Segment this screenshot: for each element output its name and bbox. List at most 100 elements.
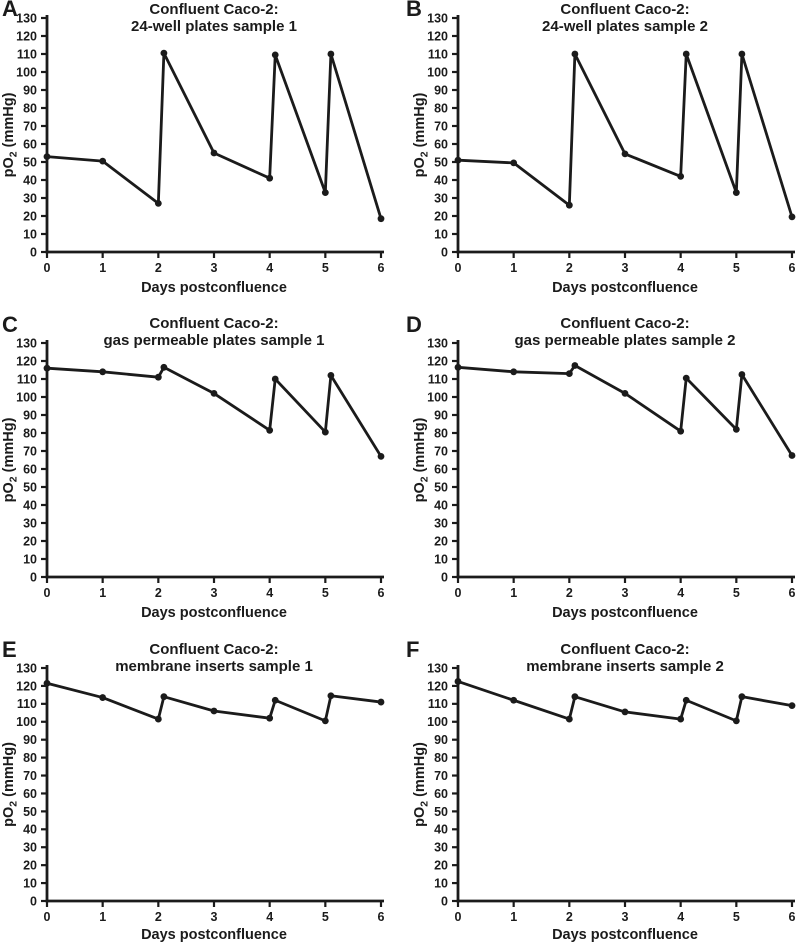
svg-text:40: 40 [434,823,448,837]
svg-text:90: 90 [434,733,448,747]
svg-text:10: 10 [23,876,37,890]
panel-letter: F [406,637,420,662]
data-point [571,50,579,58]
svg-text:0: 0 [455,261,462,275]
svg-text:70: 70 [434,119,448,133]
chart-title-line2: 24-well plates sample 2 [542,18,708,35]
data-point [271,51,279,59]
data-point [327,372,335,379]
svg-text:120: 120 [16,679,37,693]
data-point [210,390,218,397]
svg-text:110: 110 [428,47,448,61]
chart-title-line2: gas permeable plates sample 1 [103,332,325,349]
data-point [565,370,573,377]
data-point [43,153,51,161]
svg-text:1: 1 [99,910,106,924]
svg-text:10: 10 [434,552,448,566]
svg-text:40: 40 [434,173,448,187]
svg-text:40: 40 [23,498,37,512]
svg-text:90: 90 [434,408,448,422]
data-point [321,717,329,725]
svg-text:4: 4 [677,910,684,924]
panel-letter: C [2,312,18,337]
svg-text:2: 2 [566,261,573,275]
data-line [456,364,794,457]
svg-text:1: 1 [99,586,106,600]
svg-text:120: 120 [427,354,448,368]
panel-letter: D [406,312,422,337]
data-point [510,696,518,704]
y-axis-label: pO2 (mmHg) [1,742,20,827]
y-axis-label: pO2 (mmHg) [412,417,431,502]
data-point [321,428,329,436]
svg-text:2: 2 [566,586,573,600]
svg-text:20: 20 [23,209,37,223]
svg-text:90: 90 [23,408,37,422]
y-axis-label: pO2 (mmHg) [412,742,431,827]
svg-text:50: 50 [434,480,448,494]
chart-panel-c: C Confluent Caco-2: gas permeable plates… [0,308,399,632]
svg-text:130: 130 [16,336,37,350]
svg-text:90: 90 [23,733,37,747]
svg-text:110: 110 [428,697,448,711]
svg-text:3: 3 [622,586,629,600]
data-point [154,715,162,723]
chart-title: Confluent Caco-2: membrane inserts sampl… [458,641,792,675]
data-point [454,363,462,371]
data-point [510,368,518,376]
data-point [454,156,462,164]
svg-text:10: 10 [23,552,37,566]
svg-text:110: 110 [17,372,37,386]
x-axis-label: Days postconfluence [552,605,698,621]
data-point [377,453,385,460]
svg-text:6: 6 [378,261,385,275]
panel-letter: B [406,0,422,21]
data-point [738,50,746,58]
svg-text:130: 130 [427,336,448,350]
svg-text:10: 10 [23,227,37,241]
svg-text:20: 20 [434,209,448,223]
data-point [99,368,107,376]
svg-text:120: 120 [427,29,448,43]
svg-text:4: 4 [266,586,273,600]
svg-text:5: 5 [733,586,740,600]
svg-text:30: 30 [434,841,448,855]
chart-title-line1: Confluent Caco-2: [149,315,279,332]
svg-text:100: 100 [427,715,448,729]
x-axis-label: Days postconfluence [141,927,287,942]
data-line [456,52,794,219]
svg-text:0: 0 [455,910,462,924]
data-point [327,50,335,58]
data-point [454,678,462,685]
chart-title: Confluent Caco-2: gas permeable plates s… [458,315,792,349]
svg-text:30: 30 [434,516,448,530]
chart-panel-e: E Confluent Caco-2: membrane inserts sam… [0,632,399,942]
chart-title-line1: Confluent Caco-2: [560,315,690,332]
data-point [99,694,107,701]
data-point [732,717,740,725]
line-plot: 0 10 20 30 40 50 60 70 80 90 100 110 120 130 0 1 2 3 4 5 6 Da… [1,11,385,296]
svg-text:130: 130 [16,661,37,675]
chart-title-line2: membrane inserts sample 1 [115,658,313,675]
chart-title-line2: 24-well plates sample 1 [131,18,297,35]
svg-text:2: 2 [155,910,162,924]
svg-text:130: 130 [427,661,448,675]
data-point [210,707,218,715]
chart-title-line2: membrane inserts sample 2 [526,658,724,675]
chart-title-line1: Confluent Caco-2: [149,1,279,18]
svg-text:110: 110 [428,372,448,386]
svg-text:40: 40 [23,173,37,187]
panel-letter: E [2,637,17,662]
svg-text:100: 100 [427,65,448,79]
svg-text:80: 80 [23,426,37,440]
data-point [160,363,168,371]
line-plot: 0 10 20 30 40 50 60 70 80 90 100 110 120 130 0 1 2 3 4 5 6 Da… [412,11,796,296]
data-point [565,715,573,723]
svg-text:80: 80 [434,101,448,115]
x-axis-label: Days postconfluence [141,605,287,621]
chart-title-line1: Confluent Caco-2: [149,641,279,658]
svg-text:120: 120 [16,29,37,43]
data-point [621,150,629,158]
data-point [154,200,162,207]
svg-text:60: 60 [434,137,448,151]
